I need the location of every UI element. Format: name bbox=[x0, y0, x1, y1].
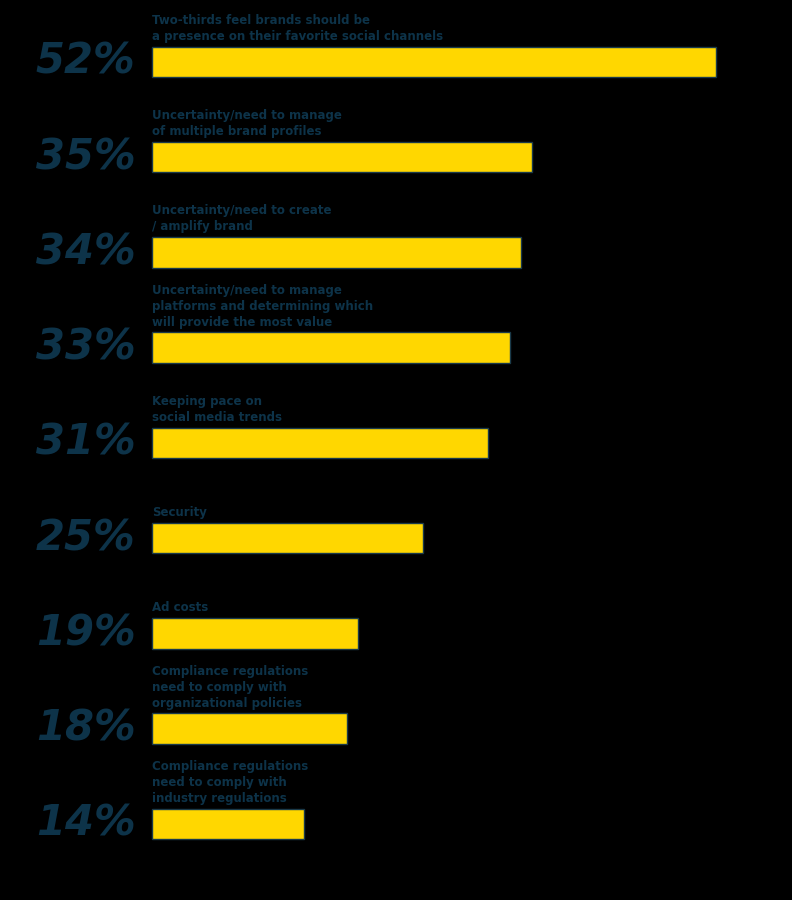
FancyBboxPatch shape bbox=[152, 142, 531, 173]
Text: 25%: 25% bbox=[36, 518, 135, 559]
Text: 14%: 14% bbox=[36, 803, 135, 845]
Text: Security: Security bbox=[152, 506, 207, 519]
Text: Ad costs: Ad costs bbox=[152, 601, 208, 615]
FancyBboxPatch shape bbox=[152, 332, 510, 363]
FancyBboxPatch shape bbox=[152, 47, 716, 77]
Text: 18%: 18% bbox=[36, 707, 135, 750]
FancyBboxPatch shape bbox=[152, 714, 347, 743]
FancyBboxPatch shape bbox=[152, 523, 423, 554]
Text: Two-thirds feel brands should be
a presence on their favorite social channels: Two-thirds feel brands should be a prese… bbox=[152, 14, 443, 43]
Text: 31%: 31% bbox=[36, 422, 135, 464]
Text: 52%: 52% bbox=[36, 40, 135, 83]
FancyBboxPatch shape bbox=[152, 428, 488, 458]
Text: 33%: 33% bbox=[36, 327, 135, 369]
Text: Keeping pace on
social media trends: Keeping pace on social media trends bbox=[152, 395, 282, 424]
Text: Uncertainty/need to manage
of multiple brand profiles: Uncertainty/need to manage of multiple b… bbox=[152, 109, 342, 138]
FancyBboxPatch shape bbox=[152, 618, 358, 649]
Text: 19%: 19% bbox=[36, 612, 135, 654]
Text: Uncertainty/need to create
/ amplify brand: Uncertainty/need to create / amplify bra… bbox=[152, 204, 331, 233]
Text: 35%: 35% bbox=[36, 136, 135, 178]
FancyBboxPatch shape bbox=[152, 237, 521, 267]
FancyBboxPatch shape bbox=[152, 808, 304, 839]
Text: Uncertainty/need to manage
platforms and determining which
will provide the most: Uncertainty/need to manage platforms and… bbox=[152, 284, 373, 328]
Text: 34%: 34% bbox=[36, 231, 135, 274]
Text: Compliance regulations
need to comply with
industry regulations: Compliance regulations need to comply wi… bbox=[152, 760, 308, 805]
Text: Compliance regulations
need to comply with
organizational policies: Compliance regulations need to comply wi… bbox=[152, 664, 308, 709]
